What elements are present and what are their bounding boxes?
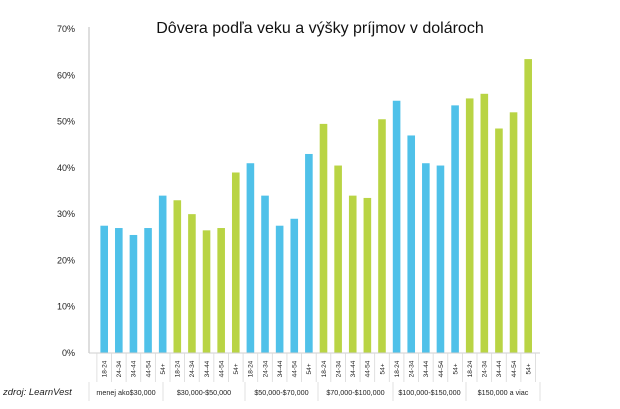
- bar: [465, 98, 474, 354]
- x-tick-label: 18-24: [321, 360, 328, 377]
- y-tick-label: 60%: [57, 70, 75, 80]
- bar: [422, 163, 430, 353]
- bar: [173, 200, 182, 353]
- bar: [231, 172, 240, 353]
- bar: [129, 234, 138, 353]
- bar: [480, 93, 489, 354]
- group-label: $50,000-$70,000: [254, 388, 308, 397]
- x-tick-label: 44-54: [438, 360, 445, 377]
- source-note: zdroj: LearnVest: [2, 387, 72, 398]
- group-label: $100,000-$150,000: [398, 388, 460, 397]
- y-tick-label: 0%: [62, 348, 75, 358]
- bar: [378, 119, 386, 353]
- bar: [436, 165, 445, 353]
- group-label: $150,000 a viac: [478, 388, 529, 397]
- bars: [100, 59, 532, 354]
- bar: [217, 228, 225, 353]
- bar: [305, 153, 313, 353]
- bar: [158, 195, 167, 353]
- group-label: menej ako$30,000: [96, 388, 155, 397]
- x-tick-label: 34-44: [350, 360, 357, 377]
- group-label: $30,000-$50,000: [177, 388, 231, 397]
- y-tick-label: 40%: [57, 163, 75, 173]
- bar: [246, 163, 255, 353]
- bar: [144, 228, 152, 353]
- bar: [348, 195, 357, 353]
- bar: [290, 218, 299, 353]
- x-tick-label: 34-44: [496, 360, 503, 377]
- bar: [495, 128, 503, 353]
- x-tick-label: 18-24: [394, 360, 401, 377]
- x-tick-label: 24-34: [116, 360, 123, 377]
- x-tick-label: 54+: [306, 363, 313, 374]
- x-tick-label: 34-44: [277, 360, 284, 377]
- x-tick-label: 54+: [379, 363, 386, 374]
- y-tick-label: 10%: [57, 302, 75, 312]
- x-tick-label: 44-54: [218, 360, 225, 377]
- x-tick-label: 18-24: [175, 360, 182, 377]
- bar: [334, 165, 342, 353]
- y-axis: 0% 10% 20% 30% 40% 50% 60% 70%: [57, 24, 90, 358]
- bar: [115, 228, 123, 353]
- x-tick-label: 24-34: [189, 360, 196, 377]
- x-tick-label: 54+: [525, 363, 532, 374]
- bar: [524, 59, 532, 354]
- bar: [451, 105, 459, 354]
- bar: [275, 225, 284, 353]
- bar: [509, 112, 518, 353]
- y-tick-label: 30%: [57, 209, 75, 219]
- x-tick-label: 34-44: [131, 360, 138, 377]
- x-axis: 18-24 24-34 34-44 44-54 54+ 18-24 24-34 34-44 44…: [88, 352, 541, 401]
- x-tick-label: 24-34: [482, 360, 489, 377]
- x-tick-label: 24-34: [262, 360, 269, 377]
- x-tick-label: 34-44: [423, 360, 430, 377]
- y-tick-label: 70%: [57, 24, 75, 34]
- bar: [188, 214, 196, 353]
- x-tick-label: 18-24: [102, 360, 109, 377]
- bar: [202, 230, 211, 353]
- bar: [392, 100, 401, 354]
- x-tick-label: 18-24: [248, 360, 255, 377]
- group-label: $70,000-$100,000: [326, 388, 384, 397]
- x-tick-label: 18-24: [467, 360, 474, 377]
- bar: [319, 123, 328, 353]
- x-tick-label: 44-54: [145, 360, 152, 377]
- x-tick-label: 34-44: [204, 360, 211, 377]
- x-tick-label: 24-34: [409, 360, 416, 377]
- y-tick-label: 50%: [57, 117, 75, 127]
- x-tick-label: 44-54: [511, 360, 518, 377]
- x-tick-label: 54+: [160, 363, 167, 374]
- x-tick-label: 44-54: [365, 360, 372, 377]
- chart-title: Dôvera podľa veku a výšky príjmov v dolá…: [156, 20, 483, 37]
- bar: [261, 195, 269, 353]
- x-tick-label: 44-54: [292, 360, 299, 377]
- bar: [363, 197, 372, 353]
- x-tick-label: 54+: [452, 363, 459, 374]
- y-tick-label: 20%: [57, 255, 75, 265]
- x-tick-label: 24-34: [335, 360, 342, 377]
- x-tick-label: 54+: [233, 363, 240, 374]
- bar: [407, 135, 416, 353]
- bar: [100, 225, 108, 353]
